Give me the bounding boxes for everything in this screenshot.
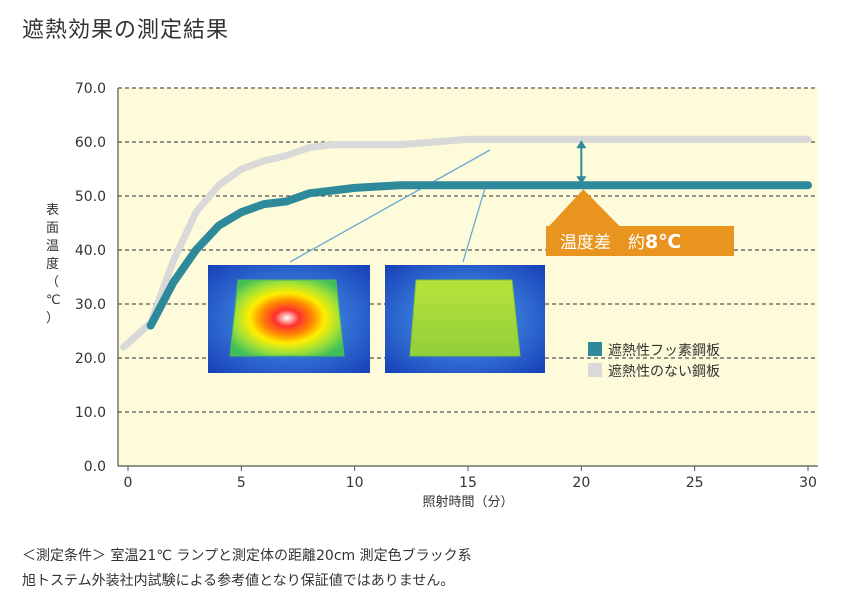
series-lines: [119, 135, 812, 351]
svg-text:表面温度（℃）: 表面温度（℃）: [46, 203, 61, 326]
y-tick-label: 30.0: [75, 297, 106, 313]
thermal-image-shielded: [385, 265, 545, 373]
disclaimer-note: 旭トステム外装社内試験による参考値となり保証値ではありません。: [22, 573, 455, 589]
x-axis-label: 照射時間（分）: [422, 494, 513, 510]
callout-pointer: [547, 189, 622, 228]
x-tick-label: 5: [237, 475, 246, 491]
y-tick-label: 50.0: [75, 189, 106, 205]
y-tick-label: 10.0: [75, 405, 106, 421]
page-title: 遮熱効果の測定結果: [22, 18, 230, 43]
callout-label: 温度差 約8℃: [560, 231, 681, 253]
y-axis-label: 表面温度（℃）: [46, 203, 61, 326]
arrowhead-up: [576, 140, 587, 149]
x-tick-label: 15: [459, 475, 477, 491]
y-tick-label: 70.0: [75, 81, 106, 97]
pointer-line-unshielded: [289, 149, 491, 263]
y-tick-label: 20.0: [75, 351, 106, 367]
legend-label: 遮熱性のない鋼板: [608, 364, 720, 380]
thermal-image-unshielded: [208, 265, 370, 373]
measurement-conditions-note: ＜測定条件＞ 室温21℃ ランプと測定体の距離20cm 測定色ブラック系: [22, 548, 472, 564]
x-tick-labels: 0 5 10 15 20 25 30: [124, 466, 817, 491]
x-tick-label: 20: [572, 475, 590, 491]
y-tick-label: 60.0: [75, 135, 106, 151]
arrowhead-down: [576, 176, 587, 185]
y-tick-label: 40.0: [75, 243, 106, 259]
callout-box: [546, 226, 734, 256]
legend-swatch: [588, 342, 602, 356]
y-tick-labels: 0.0 10.0 20.0 30.0 40.0 50.0 60.0 70.0: [75, 81, 106, 475]
x-tick-label: 25: [686, 475, 704, 491]
x-tick-label: 30: [799, 475, 817, 491]
legend-swatch: [588, 363, 602, 377]
y-tick-label: 0.0: [84, 459, 106, 475]
series-line-heat-shield-steel: [146, 181, 812, 330]
x-tick-label: 0: [124, 475, 133, 491]
legend-label: 遮熱性フッ素鋼板: [608, 343, 720, 359]
series-line-standard-steel: [119, 135, 812, 351]
temperature-difference-annotation: 温度差 約8℃: [546, 140, 734, 256]
pointer-line-shielded: [462, 187, 486, 263]
x-tick-label: 10: [346, 475, 364, 491]
